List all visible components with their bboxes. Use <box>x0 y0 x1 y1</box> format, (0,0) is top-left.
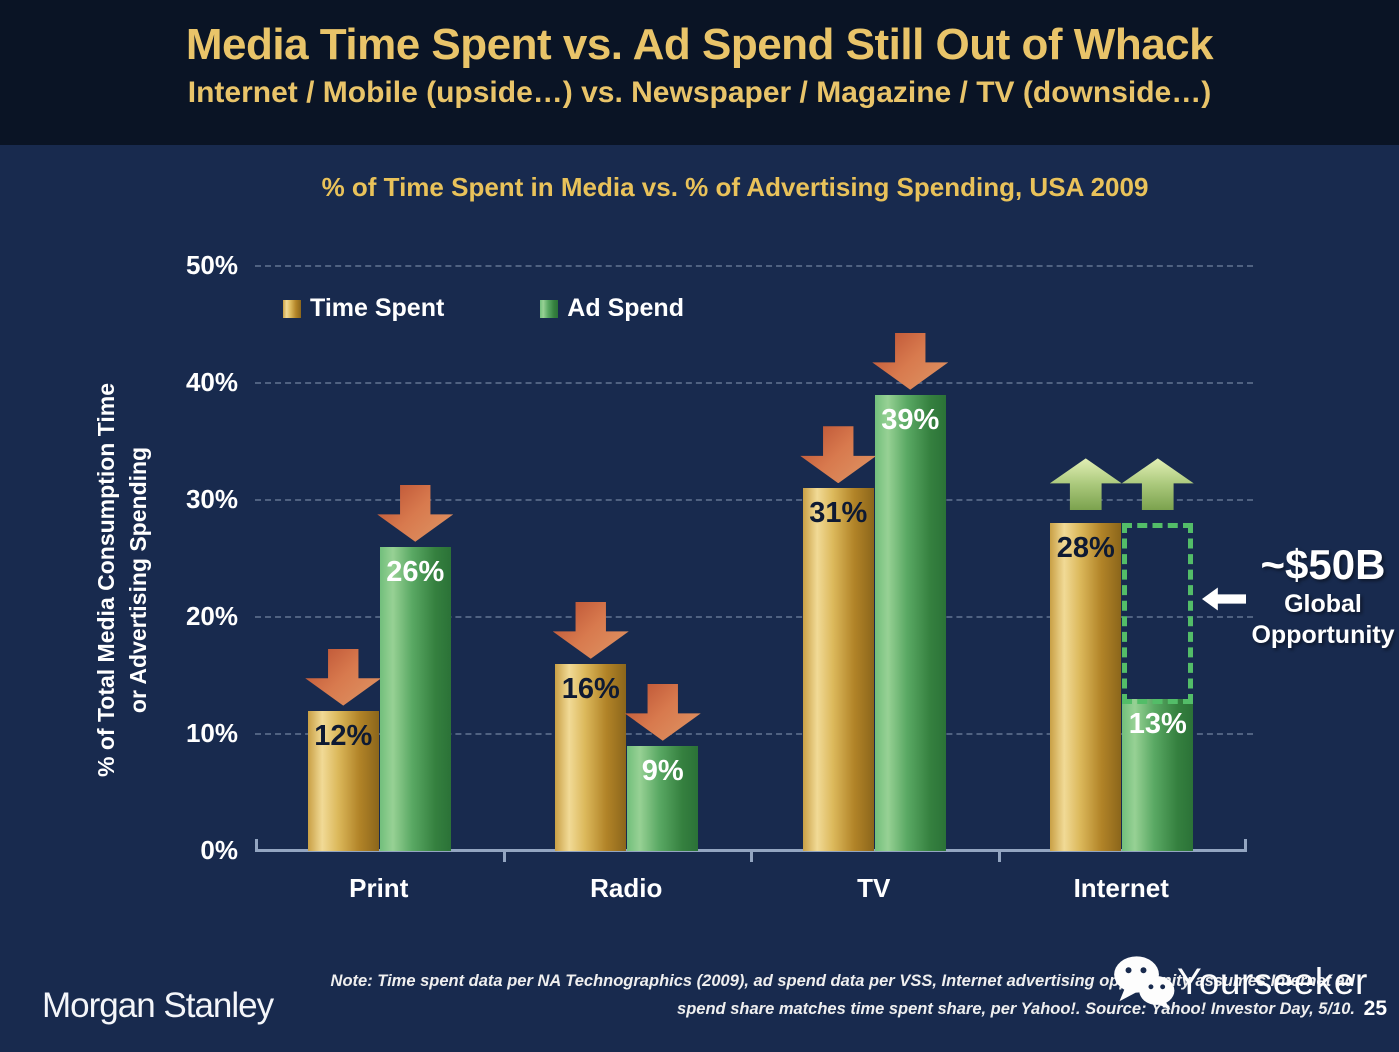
bar-value-label-tv-time-spent: 31% <box>809 497 868 530</box>
watermark-text: Yourseeker <box>1177 961 1368 1002</box>
watermark: Yourseeker <box>1112 953 1368 1011</box>
opportunity-value: ~$50B <box>1260 541 1386 588</box>
bar-print-time-spent: 12% <box>307 710 379 851</box>
bar-tv-ad-spend: 39% <box>874 394 946 851</box>
x-axis-left-bracket <box>255 839 258 851</box>
bar-internet-ad-spend: 13% <box>1122 698 1194 851</box>
trend-down-arrow-icon <box>552 601 629 659</box>
trend-down-arrow-icon <box>800 426 877 484</box>
x-axis-tick <box>997 851 1001 862</box>
gridline-40pct <box>255 382 1253 384</box>
legend-label-ad-spend: Ad Spend <box>567 294 684 322</box>
legend-item-ad-spend: Ad Spend <box>540 294 684 323</box>
slide-header: Media Time Spent vs. Ad Spend Still Out … <box>0 0 1399 145</box>
bar-value-label-radio-time-spent: 16% <box>561 672 620 705</box>
plot-area: 12% 26% Print 16% 9% Radio 31% 39% TV 28% 13% Inter… <box>255 265 1253 903</box>
opportunity-label-line2: Opportunity <box>1251 621 1395 649</box>
gridline-10pct <box>255 733 1253 735</box>
y-tick-label-0pct: 0% <box>200 835 238 865</box>
wechat-icon <box>1114 956 1175 1010</box>
y-tick-label-50pct: 50% <box>185 250 238 280</box>
bar-print-ad-spend: 26% <box>379 546 451 851</box>
y-tick-label-10pct: 10% <box>185 718 238 748</box>
chart-legend: Time Spent Ad Spend <box>283 294 684 323</box>
bar-internet-time-spent: 28% <box>1050 523 1122 851</box>
trend-up-arrow-icon <box>1049 458 1122 511</box>
bar-value-label-print-ad-spend: 26% <box>386 555 445 588</box>
trend-down-arrow-icon <box>305 648 382 706</box>
legend-swatch-time-spent <box>283 299 301 318</box>
bar-tv-time-spent: 31% <box>802 488 874 851</box>
trend-up-arrow-icon <box>1121 458 1194 511</box>
gridline-50pct <box>255 265 1253 267</box>
page-number: 25 <box>1363 997 1387 1020</box>
y-axis-title-line2: or Advertising Spending <box>125 446 151 714</box>
opportunity-dotted-box <box>1122 523 1194 704</box>
x-axis-tick <box>750 851 753 862</box>
y-axis-title: % of Total Media Consumption Time or Adv… <box>90 270 160 890</box>
source-note-line1: Note: Time spent data per NA Technograph… <box>330 972 1355 990</box>
y-tick-label-20pct: 20% <box>185 601 238 631</box>
source-note: Note: Time spent data per NA Technograph… <box>295 967 1355 1023</box>
legend-label-time-spent: Time Spent <box>310 294 445 322</box>
legend-item-time-spent: Time Spent <box>283 294 444 323</box>
bar-radio-time-spent: 16% <box>555 663 627 851</box>
y-tick-label-40pct: 40% <box>185 367 238 397</box>
bar-value-label-tv-ad-spend: 39% <box>881 403 940 436</box>
opportunity-annotation: ~$50B Global Opportunity <box>1248 541 1398 651</box>
bar-value-label-internet-time-spent: 28% <box>1056 532 1115 565</box>
y-axis-title-line1: % of Total Media Consumption Time <box>93 383 119 777</box>
x-axis-label-tv: TV <box>857 873 891 903</box>
opportunity-label-line1: Global <box>1284 590 1362 618</box>
trend-down-arrow-icon <box>377 484 454 542</box>
y-tick-label-30pct: 30% <box>185 484 238 514</box>
slide-title: Media Time Spent vs. Ad Spend Still Out … <box>185 20 1214 69</box>
source-note-line2: spend share matches time spent share, pe… <box>677 1000 1355 1018</box>
legend-swatch-ad-spend <box>540 299 559 318</box>
slide-subtitle: Internet / Mobile (upside…) vs. Newspape… <box>187 76 1212 109</box>
bar-value-label-radio-ad-spend: 9% <box>641 754 684 787</box>
x-axis-label-radio: Radio <box>590 873 663 903</box>
chart-title: % of Time Spent in Media vs. % of Advert… <box>321 172 1149 202</box>
x-axis-label-print: Print <box>349 873 409 903</box>
x-axis-right-bracket <box>1244 839 1247 851</box>
gridline-30pct <box>255 499 1253 501</box>
bar-value-label-print-time-spent: 12% <box>314 719 373 752</box>
gridline-20pct <box>255 616 1253 618</box>
x-axis-line <box>255 849 1247 852</box>
bar-radio-ad-spend: 9% <box>627 745 699 851</box>
morgan-stanley-logo: Morgan Stanley <box>42 986 274 1025</box>
x-axis-tick <box>502 851 506 862</box>
bar-value-label-internet-ad-spend: 13% <box>1128 707 1187 740</box>
x-axis-label-internet: Internet <box>1073 873 1169 903</box>
